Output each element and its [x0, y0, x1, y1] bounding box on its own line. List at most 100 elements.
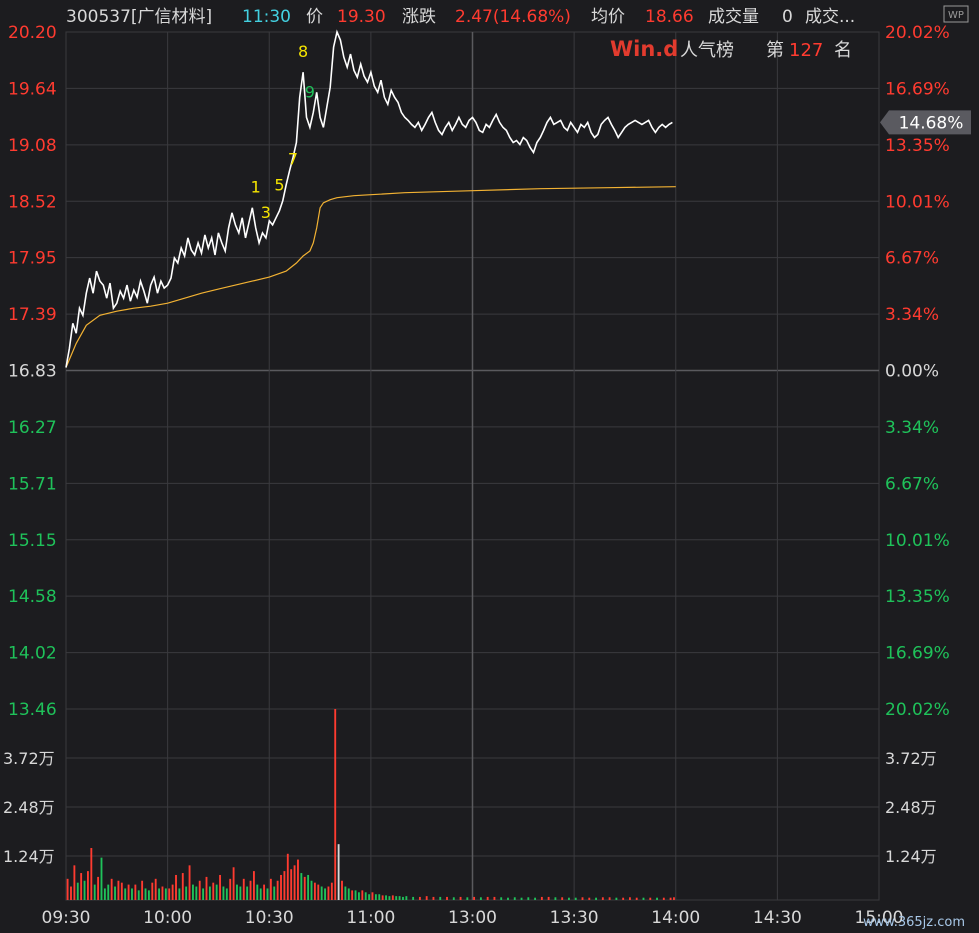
volume-bar [110, 878, 113, 900]
volume-bar [608, 897, 611, 900]
pct-tick-label: 3.34% [885, 305, 939, 325]
avg-label: 均价 [591, 7, 625, 27]
volume-bar [137, 890, 140, 900]
wp-icon-label: WP [948, 10, 964, 21]
volume-bar [534, 897, 537, 900]
pct-tick-label: 20.02% [885, 700, 950, 720]
volume-bar [293, 865, 296, 900]
volume-bar [114, 886, 116, 900]
volume-bar [208, 886, 211, 900]
volume-bar [320, 886, 323, 900]
volume-bar [195, 886, 198, 900]
volume-bar [83, 880, 86, 900]
avg-value: 18.66 [645, 7, 694, 27]
volume-bar [615, 897, 618, 900]
volume-bar [395, 896, 398, 900]
volume-bar [622, 897, 625, 900]
volume-bar [439, 896, 442, 900]
price-tick-label: 16.27 [8, 418, 57, 438]
pct-tick-label: 13.35% [885, 587, 950, 607]
volume-bar [117, 880, 120, 900]
volume-bar [131, 888, 133, 900]
volume-bar [202, 888, 205, 900]
volume-bar [601, 897, 604, 900]
volume-bar [269, 878, 272, 900]
volume-bar [364, 892, 367, 900]
time-tick-label: 10:30 [245, 908, 294, 928]
price-tick-label: 19.64 [8, 79, 57, 99]
volume-bar [280, 874, 282, 900]
volume-bar [595, 897, 597, 900]
volume-bar [97, 876, 100, 900]
volume-bar [266, 888, 269, 900]
volume-bar [425, 896, 428, 900]
volume-bar [141, 880, 144, 900]
volume-bar [80, 873, 83, 900]
pct-tick-label: 0.00% [885, 362, 939, 382]
volume-bar [446, 896, 448, 900]
volume-bar [175, 874, 177, 900]
price-tick-label: 20.20 [8, 23, 57, 43]
volume-bar [164, 888, 167, 900]
current-pct-tag: 14.68% [880, 110, 971, 135]
volume-bar [283, 871, 286, 900]
volume-bar [212, 882, 215, 900]
volume-bar [520, 897, 523, 900]
volume-bar [459, 896, 462, 900]
volume-bar [307, 874, 310, 900]
time-tick-label: 14:00 [651, 908, 700, 928]
signal-marker: 9 [305, 82, 315, 101]
volume-bar [252, 871, 255, 900]
volume-value: 0 [782, 7, 793, 27]
volume-bar [188, 865, 191, 900]
price-tick-label: 17.95 [8, 249, 57, 269]
volume-bar [554, 897, 557, 900]
signal-marker: 3 [261, 203, 271, 222]
wp-icon[interactable]: WP [943, 5, 969, 23]
volume-bar [344, 886, 347, 900]
volume-bar [198, 880, 201, 900]
volume-bar [222, 886, 225, 900]
volume-bar [242, 878, 245, 900]
volume-bar [327, 886, 330, 900]
time-tick-label: 10:00 [143, 908, 192, 928]
volume-tick-label: 2.48万 [3, 798, 55, 817]
volume-bar [629, 897, 631, 900]
volume-bar [337, 844, 340, 900]
volume-bar [263, 884, 266, 900]
price-tick-label: 14.58 [8, 587, 57, 607]
pct-tick-label: 16.69% [885, 644, 950, 664]
volume-bar [642, 897, 645, 900]
volume-bar [90, 848, 93, 900]
volume-bar [673, 897, 675, 900]
volume-bar [107, 884, 110, 900]
price-tick-label: 14.02 [8, 644, 57, 664]
volume-bar [297, 859, 299, 900]
volume-bar [120, 882, 123, 900]
volume-bar [229, 878, 232, 900]
volume-tick-label: 1.24万 [885, 847, 937, 866]
volume-bar [334, 709, 337, 900]
left-axis: 20.20 19.64 19.08 18.52 17.95 17.39 16.83 16.27… [3, 23, 57, 866]
volume-bar [391, 895, 394, 900]
pct-tick-label: 3.34% [885, 418, 939, 438]
volume-bar [669, 897, 672, 900]
volume-bar [178, 888, 181, 900]
volume-bar [303, 876, 306, 900]
chart-grid [65, 31, 880, 901]
volume-bar [256, 884, 259, 900]
volume-bar [181, 873, 184, 900]
wind-logo-icon: Win.d [610, 37, 678, 61]
volume-bar [273, 886, 276, 900]
change-value: 2.47(14.68%) [455, 7, 571, 27]
volume-bar [378, 894, 381, 900]
pct-tick-label: 6.67% [885, 474, 939, 494]
volume-bar [405, 896, 408, 900]
volume-bar [168, 888, 171, 900]
volume-bar [368, 894, 371, 900]
popularity-badge[interactable]: Win.d 人气榜 第 127 名 [610, 37, 852, 61]
volume-bar [588, 897, 591, 900]
price-tick-label: 19.08 [8, 136, 57, 156]
volume-bar [87, 871, 89, 900]
